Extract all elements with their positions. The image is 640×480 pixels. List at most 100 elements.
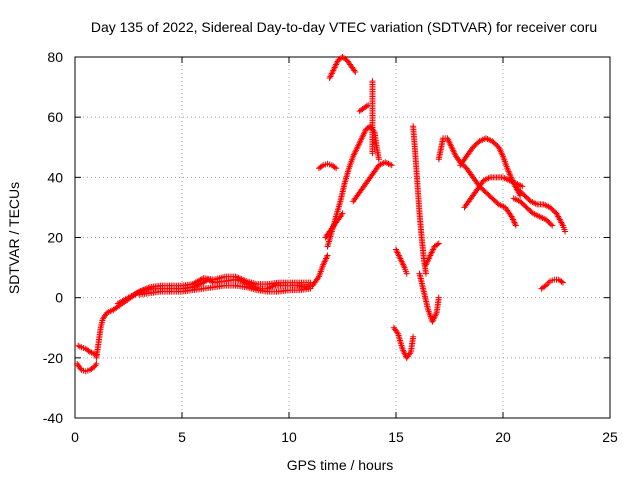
data-point	[549, 280, 551, 282]
data-point	[298, 281, 301, 284]
series-tail-21-23	[514, 186, 569, 235]
data-point	[89, 369, 91, 371]
data-point	[318, 275, 320, 278]
data-point	[224, 284, 226, 287]
data-point	[288, 289, 290, 291]
data-point	[352, 200, 355, 203]
data-point	[375, 146, 378, 149]
y-tick-label: 60	[47, 109, 63, 125]
data-point	[352, 155, 355, 158]
data-point	[405, 272, 408, 275]
data-point	[181, 290, 183, 293]
y-tick-label: -20	[43, 350, 63, 366]
data-point	[410, 351, 412, 353]
chart-title: Day 135 of 2022, Sidereal Day-to-day VTE…	[91, 19, 597, 35]
data-marker-path	[326, 54, 359, 82]
data-point	[106, 311, 108, 314]
data-point	[562, 224, 564, 227]
data-point	[455, 155, 457, 158]
y-axis-label: SDTVAR / TECUs	[6, 182, 22, 294]
data-point	[497, 203, 500, 206]
data-point	[412, 335, 414, 338]
data-point	[97, 341, 100, 344]
data-point	[497, 146, 500, 149]
data-point	[523, 194, 526, 197]
series-segment-13-35	[350, 159, 395, 205]
data-point	[549, 206, 551, 209]
data-marker-path	[75, 342, 100, 358]
data-point	[202, 287, 205, 290]
data-point	[170, 290, 173, 293]
data-point	[371, 92, 374, 94]
data-point	[318, 167, 320, 170]
data-point	[326, 245, 329, 248]
data-point	[92, 352, 94, 355]
series-dip-15	[393, 246, 410, 277]
data-point	[245, 280, 247, 282]
data-point	[266, 283, 269, 285]
data-point	[328, 230, 331, 233]
data-point	[399, 257, 402, 260]
data-point	[508, 179, 511, 182]
data-point	[442, 137, 444, 140]
data-point	[470, 197, 472, 200]
y-tick-label: 0	[55, 290, 63, 306]
data-point	[112, 308, 115, 311]
data-point	[472, 146, 474, 149]
data-point	[337, 218, 340, 221]
series-dip-neg	[390, 324, 417, 361]
data-point	[465, 155, 468, 158]
data-point	[478, 140, 481, 143]
data-point	[159, 290, 162, 293]
data-point	[491, 140, 494, 143]
ticks: 0 5 10 15 20 25 -40 -20 0 20 40 60 80	[43, 49, 618, 445]
data-point	[427, 308, 429, 311]
data-point	[371, 80, 374, 82]
data-point	[416, 182, 419, 185]
data-point	[288, 281, 290, 284]
x-tick-label: 20	[495, 429, 511, 445]
data-point	[363, 107, 365, 109]
data-point	[393, 326, 395, 329]
data-marker-path	[538, 276, 566, 292]
data-point	[390, 164, 393, 167]
data-point	[403, 266, 406, 269]
data-point	[429, 254, 432, 257]
data-point	[356, 146, 359, 149]
series-rise-to-peak	[324, 123, 382, 250]
data-point	[322, 263, 325, 266]
data-point	[360, 137, 363, 140]
data-point	[502, 176, 504, 179]
data-point	[117, 302, 119, 305]
data-point	[485, 191, 487, 194]
data-point	[365, 128, 367, 130]
data-point	[181, 284, 183, 287]
series-segment-13_3-62	[356, 102, 372, 115]
data-point	[170, 284, 173, 287]
data-point	[371, 173, 374, 176]
data-point	[435, 311, 438, 314]
series-main-track-upper	[114, 273, 314, 307]
data-point	[367, 104, 369, 106]
data-point	[245, 286, 247, 288]
data-point	[446, 137, 449, 140]
data-point	[127, 296, 130, 299]
series-tail-21-lower	[510, 195, 556, 229]
data-point	[512, 197, 515, 200]
data-point	[420, 236, 423, 239]
series-low-start-a	[75, 342, 100, 358]
data-point	[138, 293, 140, 296]
data-point	[564, 230, 566, 233]
data-point	[149, 286, 151, 288]
data-point	[530, 200, 532, 203]
data-point	[510, 215, 513, 218]
y-tick-label: 20	[47, 230, 63, 246]
data-marker-path	[74, 360, 100, 375]
data-point	[213, 278, 215, 281]
data-point	[341, 212, 344, 215]
data-point	[433, 245, 436, 248]
data-point	[99, 326, 102, 329]
y-tick-label: 80	[47, 49, 63, 65]
grid	[75, 57, 610, 418]
data-marker-path	[514, 186, 569, 235]
